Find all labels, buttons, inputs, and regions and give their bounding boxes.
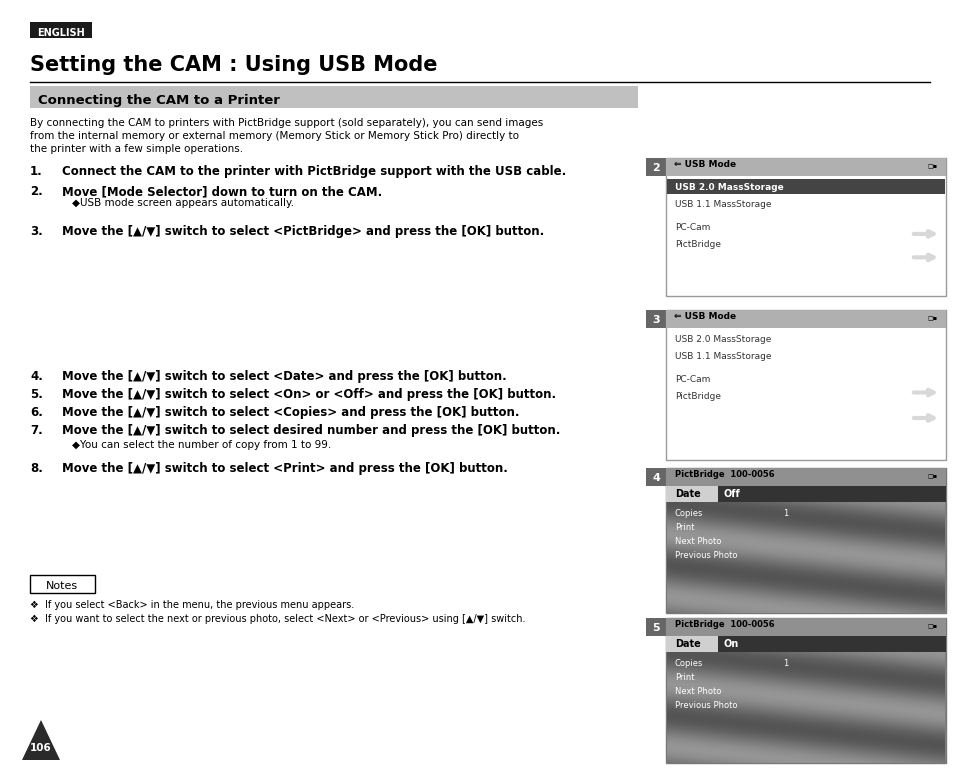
Text: ⇐ USB Mode: ⇐ USB Mode: [673, 312, 736, 321]
Text: ❖  If you want to select the next or previous photo, select <Next> or <Previous>: ❖ If you want to select the next or prev…: [30, 614, 525, 624]
Text: 2: 2: [652, 163, 659, 173]
Text: Date: Date: [675, 489, 700, 499]
Text: Print: Print: [675, 674, 694, 682]
Text: □▪: □▪: [927, 316, 937, 322]
Bar: [30, 575, 95, 593]
Text: 1: 1: [782, 660, 787, 668]
Text: ENGLISH: ENGLISH: [37, 28, 85, 38]
Text: Next Photo: Next Photo: [675, 538, 720, 547]
Text: 8.: 8.: [30, 462, 43, 475]
Text: the printer with a few simple operations.: the printer with a few simple operations…: [30, 144, 243, 154]
Text: Move [Mode Selector] down to turn on the CAM.: Move [Mode Selector] down to turn on the…: [62, 185, 382, 198]
Bar: [645, 310, 665, 328]
Bar: [665, 310, 945, 328]
Text: Date: Date: [675, 639, 700, 649]
Text: PictBridge  100-0056: PictBridge 100-0056: [675, 620, 774, 629]
Text: 5: 5: [652, 623, 659, 633]
Text: □▪: □▪: [927, 164, 937, 170]
Text: Move the [▲/▼] switch to select <Copies> and press the [OK] button.: Move the [▲/▼] switch to select <Copies>…: [62, 406, 519, 419]
Bar: [665, 618, 945, 636]
Bar: [718, 486, 945, 502]
Text: Connecting the CAM to a Printer: Connecting the CAM to a Printer: [38, 93, 279, 107]
Text: 1: 1: [782, 509, 787, 519]
Text: from the internal memory or external memory (Memory Stick or Memory Stick Pro) d: from the internal memory or external mem…: [30, 131, 518, 141]
Text: Copies: Copies: [675, 660, 702, 668]
Text: PC-Cam: PC-Cam: [675, 375, 710, 384]
Bar: [645, 618, 665, 636]
Text: 4: 4: [652, 473, 659, 483]
Text: PictBridge: PictBridge: [675, 240, 720, 249]
Text: By connecting the CAM to printers with PictBridge support (sold separately), you: By connecting the CAM to printers with P…: [30, 118, 542, 128]
Polygon shape: [22, 720, 60, 760]
Text: Off: Off: [723, 489, 740, 499]
Text: USB 1.1 MassStorage: USB 1.1 MassStorage: [675, 352, 771, 361]
Text: PC-Cam: PC-Cam: [675, 223, 710, 232]
Text: PictBridge: PictBridge: [675, 392, 720, 401]
Text: 7.: 7.: [30, 424, 43, 437]
Text: 3: 3: [652, 315, 659, 325]
Text: USB 1.1 MassStorage: USB 1.1 MassStorage: [675, 200, 771, 209]
Text: 4.: 4.: [30, 370, 43, 383]
Bar: [645, 468, 665, 486]
Text: Copies: Copies: [675, 509, 702, 519]
Text: On: On: [723, 639, 739, 649]
Text: ⇐ USB Mode: ⇐ USB Mode: [673, 160, 736, 169]
Text: Previous Photo: Previous Photo: [675, 702, 737, 710]
Bar: [718, 636, 945, 652]
Text: ◆USB mode screen appears automatically.: ◆USB mode screen appears automatically.: [71, 198, 294, 208]
Text: Connect the CAM to the printer with PictBridge support with the USB cable.: Connect the CAM to the printer with Pict…: [62, 165, 566, 178]
Text: 1.: 1.: [30, 165, 43, 178]
Text: 2.: 2.: [30, 185, 43, 198]
Bar: [665, 158, 945, 296]
Bar: [665, 310, 945, 460]
Text: Move the [▲/▼] switch to select <Print> and press the [OK] button.: Move the [▲/▼] switch to select <Print> …: [62, 462, 507, 475]
Bar: [665, 468, 945, 486]
Text: Notes: Notes: [46, 581, 78, 591]
Bar: [30, 86, 638, 108]
Bar: [665, 158, 945, 176]
Bar: [665, 618, 945, 763]
Text: ◆You can select the number of copy from 1 to 99.: ◆You can select the number of copy from …: [71, 440, 331, 450]
Text: ❖  If you select <Back> in the menu, the previous menu appears.: ❖ If you select <Back> in the menu, the …: [30, 600, 354, 610]
Bar: [665, 636, 945, 652]
Bar: [666, 179, 944, 194]
Bar: [665, 486, 945, 502]
Bar: [665, 468, 945, 613]
Text: USB 2.0 MassStorage: USB 2.0 MassStorage: [675, 335, 771, 344]
Bar: [30, 22, 91, 38]
Text: □▪: □▪: [927, 474, 937, 480]
Text: Move the [▲/▼] switch to select <On> or <Off> and press the [OK] button.: Move the [▲/▼] switch to select <On> or …: [62, 388, 556, 401]
Text: Move the [▲/▼] switch to select <Date> and press the [OK] button.: Move the [▲/▼] switch to select <Date> a…: [62, 370, 506, 383]
Text: Move the [▲/▼] switch to select desired number and press the [OK] button.: Move the [▲/▼] switch to select desired …: [62, 424, 559, 437]
Text: Next Photo: Next Photo: [675, 688, 720, 696]
Text: Move the [▲/▼] switch to select <PictBridge> and press the [OK] button.: Move the [▲/▼] switch to select <PictBri…: [62, 225, 543, 238]
Text: 6.: 6.: [30, 406, 43, 419]
Text: Print: Print: [675, 523, 694, 533]
Text: 106: 106: [30, 743, 51, 753]
Text: 3.: 3.: [30, 225, 43, 238]
Text: Previous Photo: Previous Photo: [675, 552, 737, 561]
Text: Setting the CAM : Using USB Mode: Setting the CAM : Using USB Mode: [30, 55, 437, 75]
Text: USB 2.0 MassStorage: USB 2.0 MassStorage: [675, 183, 783, 192]
Bar: [645, 158, 665, 176]
Text: □▪: □▪: [927, 625, 937, 629]
Text: PictBridge  100-0056: PictBridge 100-0056: [675, 470, 774, 479]
Text: 5.: 5.: [30, 388, 43, 401]
